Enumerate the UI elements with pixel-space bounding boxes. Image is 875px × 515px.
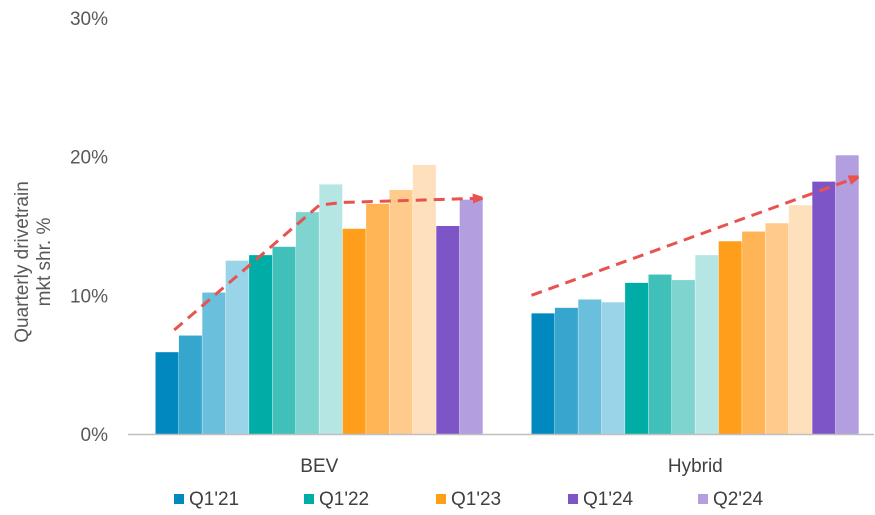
legend-label: Q2'24 bbox=[713, 489, 764, 510]
bar-hybrid bbox=[718, 241, 742, 434]
bar-hybrid bbox=[765, 223, 789, 434]
trend-arrow-hybrid bbox=[530, 177, 857, 297]
y-axis-ticks: 0% 10% 20% 30% bbox=[70, 9, 108, 446]
legend-label: Q1'21 bbox=[189, 489, 239, 510]
bar-bev bbox=[178, 335, 202, 434]
legend-label: Q1'22 bbox=[319, 489, 369, 510]
bar-hybrid bbox=[531, 313, 555, 434]
bar-bev bbox=[342, 228, 366, 434]
legend-item: Q2'24 bbox=[698, 489, 764, 510]
legend-swatch bbox=[174, 494, 184, 504]
bar-hybrid bbox=[554, 307, 578, 434]
legend: Q1'21 Q1'22 Q1'23 Q1'24 Q2'24 bbox=[174, 489, 764, 510]
bar-group bbox=[155, 155, 859, 434]
y-tick-label: 0% bbox=[81, 425, 109, 446]
legend-item: Q1'23 bbox=[436, 489, 501, 510]
bar-bev bbox=[295, 212, 319, 434]
legend-swatch bbox=[304, 494, 314, 504]
bar-bev bbox=[249, 255, 273, 434]
trend-arrows bbox=[173, 177, 857, 332]
bar-bev bbox=[225, 260, 249, 434]
bar-hybrid bbox=[695, 255, 719, 434]
bar-hybrid bbox=[601, 302, 625, 434]
legend-item: Q1'22 bbox=[304, 489, 369, 510]
trend-arrow-bev bbox=[173, 198, 481, 332]
bar-bev bbox=[272, 246, 296, 434]
x-axis-categories: BEV Hybrid bbox=[300, 456, 722, 477]
y-tick-label: 20% bbox=[70, 148, 108, 169]
legend-label: Q1'23 bbox=[451, 489, 501, 510]
legend-label: Q1'24 bbox=[583, 489, 634, 510]
bar-bev bbox=[155, 352, 179, 434]
legend-item: Q1'21 bbox=[174, 489, 239, 510]
category-label: Hybrid bbox=[668, 456, 723, 477]
y-tick-label: 10% bbox=[70, 286, 108, 307]
bar-bev bbox=[366, 203, 390, 434]
bar-hybrid bbox=[742, 231, 766, 434]
bar-bev bbox=[319, 184, 343, 434]
bar-hybrid bbox=[671, 280, 695, 434]
y-axis-label: Quarterly drivetrainmkt shr. % bbox=[12, 181, 55, 343]
bar-hybrid bbox=[648, 274, 672, 434]
bar-hybrid bbox=[835, 155, 859, 434]
y-axis-label-line: Quarterly drivetrain bbox=[12, 181, 33, 343]
bar-hybrid bbox=[812, 181, 836, 434]
legend-swatch bbox=[698, 494, 708, 504]
category-label: BEV bbox=[300, 456, 338, 477]
bar-hybrid bbox=[578, 299, 602, 434]
legend-item: Q1'24 bbox=[568, 489, 634, 510]
bar-bev bbox=[412, 164, 436, 434]
bar-bev bbox=[436, 226, 460, 434]
legend-swatch bbox=[436, 494, 446, 504]
y-axis-label-line: mkt shr. % bbox=[34, 218, 55, 307]
bar-bev bbox=[459, 199, 483, 434]
legend-swatch bbox=[568, 494, 578, 504]
bar-bev bbox=[202, 292, 226, 434]
y-tick-label: 30% bbox=[70, 9, 108, 30]
bar-hybrid bbox=[788, 205, 812, 434]
bar-hybrid bbox=[625, 282, 649, 434]
bar-bev bbox=[389, 189, 413, 434]
